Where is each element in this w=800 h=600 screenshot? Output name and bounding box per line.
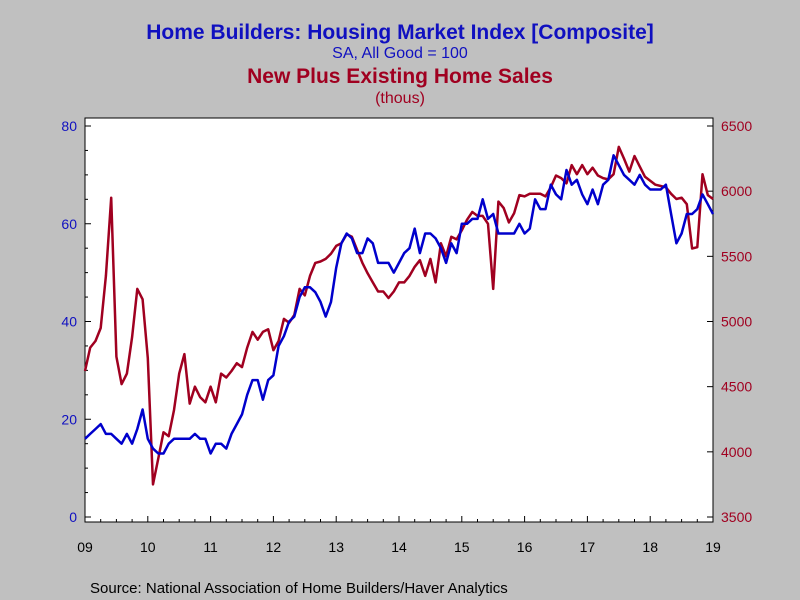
- chart-subtitle: SA, All Good = 100: [332, 45, 468, 62]
- right-tick-label: 3500: [721, 509, 752, 525]
- left-tick-label: 80: [61, 118, 77, 134]
- x-tick-label: 19: [705, 539, 721, 555]
- x-tick-label: 16: [517, 539, 533, 555]
- hmi-series-line: [84, 154, 715, 455]
- x-tick-label: 13: [328, 539, 344, 555]
- left-tick-label: 0: [69, 509, 77, 525]
- right-tick-label: 6000: [721, 183, 752, 199]
- chart-title: Home Builders: Housing Market Index [Com…: [146, 21, 654, 44]
- right-tick-label: 5500: [721, 248, 752, 264]
- left-axis: 0 20 40 60 80: [61, 118, 91, 525]
- x-tick-label: 11: [203, 539, 218, 555]
- right-tick-label: 4000: [721, 444, 752, 460]
- chart-subtitle-2: (thous): [375, 90, 425, 107]
- chart-title-2: New Plus Existing Home Sales: [247, 65, 553, 88]
- right-axis: 3500 4000 4500 5000 5500 6000 6500: [707, 118, 752, 525]
- x-tick-label: 18: [642, 539, 658, 555]
- right-tick-label: 5000: [721, 314, 752, 330]
- x-axis: 09 10 11 12 13 14 15 16 17 18 19: [77, 516, 721, 555]
- x-tick-label: 09: [77, 539, 93, 555]
- x-tick-label: 14: [391, 539, 407, 555]
- left-tick-label: 60: [61, 216, 77, 232]
- left-tick-label: 20: [61, 411, 77, 427]
- x-tick-label: 10: [140, 539, 156, 555]
- x-tick-label: 17: [580, 539, 596, 555]
- right-tick-label: 4500: [721, 379, 752, 395]
- x-tick-label: 15: [454, 539, 470, 555]
- right-tick-label: 6500: [721, 118, 752, 134]
- plot-area: [84, 117, 714, 523]
- chart-source: Source: National Association of Home Bui…: [90, 580, 508, 597]
- left-tick-label: 40: [61, 314, 77, 330]
- x-tick-label: 12: [266, 539, 282, 555]
